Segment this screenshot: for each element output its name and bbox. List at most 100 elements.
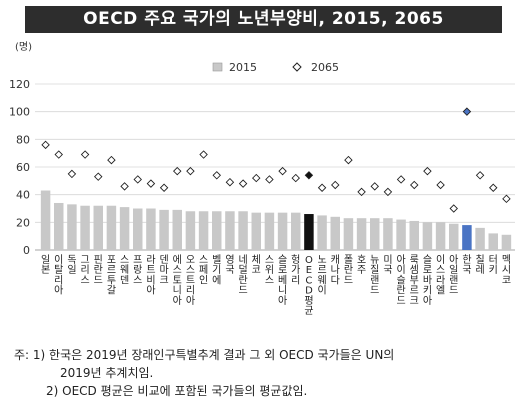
bar-2015 [475, 227, 485, 250]
marker-2065 [396, 175, 406, 184]
marker-2065 [225, 177, 235, 187]
y-tick-label: 40 [16, 189, 30, 202]
marker-2065 [133, 175, 142, 184]
marker-2065 [436, 180, 445, 190]
marker-2065 [449, 204, 458, 213]
marker-2065 [107, 155, 116, 165]
marker-2065 [265, 175, 274, 184]
bar-2015 [251, 212, 261, 250]
y-axis: 0 20 40 60 80 100 120 [9, 78, 30, 257]
bar-2015 [435, 222, 446, 250]
marker-2065 [146, 179, 156, 188]
bar-2015 [370, 218, 380, 250]
marker-2065 [475, 171, 485, 180]
legend-label-2015: 2015 [229, 61, 257, 74]
marker-2065 [80, 150, 90, 159]
marker-2065 [462, 107, 472, 116]
bar-2015 [119, 207, 130, 250]
markers-2065 [41, 107, 511, 213]
bar-2015 [317, 215, 327, 250]
bar-2015 [106, 205, 117, 250]
marker-2065 [67, 169, 77, 179]
bar-2015 [172, 209, 182, 250]
bar-2015 [462, 225, 472, 250]
marker-2065 [344, 155, 353, 165]
bar-2015 [80, 205, 90, 250]
x-axis-labels: 일 본 이 탈 리 아 독 일 그 리 스 핀 란 드 포 르 투 갈 스 웨 덴 프 랑 스 라 트 비 아 덴 마 크 에 스 토 니 아 오 스 트 리… [41, 254, 511, 317]
bar-2015 [409, 220, 419, 250]
bar-2015 [383, 218, 393, 250]
marker-2065 [41, 140, 50, 150]
y-tick-label: 20 [16, 216, 30, 229]
chart-title: OECD 주요 국가의 노년부양비, 2015, 2065 [25, 6, 502, 33]
y-tick-label: 100 [9, 106, 30, 119]
bar-2015 [449, 223, 459, 250]
y-tick-label: 60 [16, 161, 30, 174]
marker-2065 [410, 180, 419, 190]
marker-2065 [252, 173, 261, 183]
legend: 2015 2065 [212, 61, 339, 74]
bar-2015 [291, 212, 301, 250]
bar-2015 [238, 211, 248, 250]
bars-2015 [40, 190, 512, 250]
bar-2015 [264, 212, 275, 250]
marker-2065 [212, 171, 221, 180]
bar-2015 [356, 218, 367, 250]
bar-2015 [93, 205, 103, 250]
marker-2065 [159, 183, 169, 192]
bar-2015 [159, 209, 169, 250]
y-tick-label: 0 [23, 244, 30, 257]
marker-2065 [173, 166, 182, 176]
marker-2065 [489, 183, 498, 192]
bar-2015 [343, 218, 354, 250]
legend-swatch-2015 [212, 62, 223, 72]
bar-2015 [198, 211, 209, 250]
footnote-1-cont: 2019년 추계치임. [60, 366, 154, 380]
footnote-2: 2) OECD 평균은 비교에 포함된 국가들의 평균값임. [46, 384, 308, 398]
bar-2015 [277, 212, 288, 250]
marker-2065 [291, 173, 300, 183]
marker-2065 [370, 182, 379, 191]
marker-2065 [278, 166, 287, 176]
bar-2015 [501, 234, 512, 250]
bar-2015 [40, 190, 51, 250]
bar-2015 [54, 202, 64, 250]
marker-2065 [331, 180, 340, 190]
marker-2065 [383, 187, 393, 197]
marker-2065 [238, 179, 248, 188]
bar-2015 [488, 233, 498, 250]
marker-2065 [502, 194, 511, 204]
marker-2065 [357, 187, 366, 197]
legend-marker-2065 [292, 62, 302, 72]
marker-2065 [317, 183, 327, 192]
marker-2065 [94, 172, 103, 181]
